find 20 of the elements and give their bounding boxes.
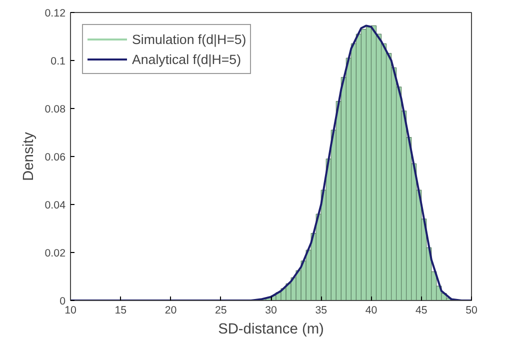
y-tick-label: 0.06 bbox=[44, 152, 66, 164]
y-tick-label: 0 bbox=[60, 296, 66, 308]
x-tick-label: 45 bbox=[415, 304, 428, 316]
y-tick-label: 0.08 bbox=[44, 104, 66, 116]
x-axis-title: SD-distance (m) bbox=[218, 322, 324, 338]
y-tick-label: 0.1 bbox=[50, 56, 66, 68]
legend-label: Simulation f(d|H=5) bbox=[132, 32, 246, 46]
legend-label: Analytical f(d|H=5) bbox=[132, 52, 242, 66]
y-tick-label: 0.04 bbox=[44, 200, 66, 212]
y-tick-label: 0.12 bbox=[44, 8, 66, 20]
x-tick-label: 30 bbox=[265, 304, 277, 316]
x-tick-label: 10 bbox=[64, 304, 76, 316]
x-tick-label: 50 bbox=[466, 304, 478, 316]
x-tick-label: 15 bbox=[114, 304, 127, 316]
y-axis-title: Density bbox=[20, 131, 37, 181]
x-tick-label: 35 bbox=[315, 304, 328, 316]
x-tick-label: 25 bbox=[214, 304, 227, 316]
y-tick-label: 0.02 bbox=[44, 248, 66, 260]
x-tick-label: 20 bbox=[164, 304, 177, 316]
x-tick-label: 40 bbox=[365, 304, 378, 316]
